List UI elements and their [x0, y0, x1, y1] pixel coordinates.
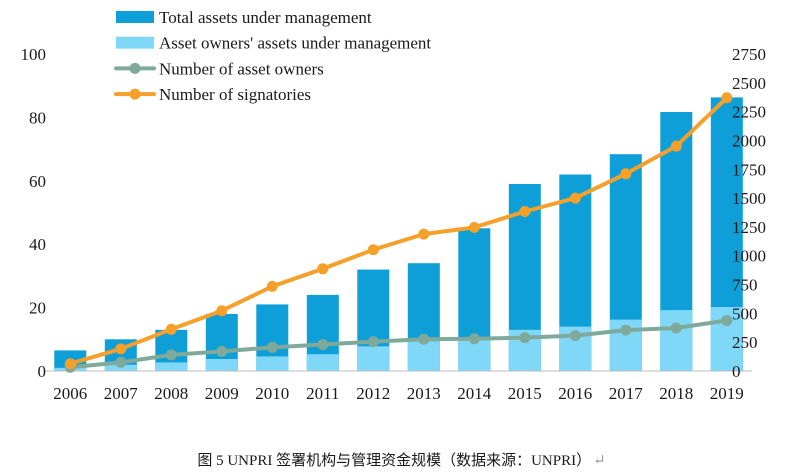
point-signatories-2015 [519, 206, 531, 217]
y-right-tick-label: 2500 [732, 74, 766, 93]
point-signatories-2009 [216, 305, 228, 317]
point-asset-owners-2016 [569, 330, 581, 342]
point-asset-owners-2008 [165, 349, 177, 361]
line-signatories [68, 95, 729, 366]
x-tick-label-2012: 2012 [356, 384, 390, 403]
x-tick-label-2014: 2014 [457, 384, 492, 403]
legend-swatch-asset-owners-assets-under-management [116, 36, 154, 49]
bar-owner-assets-2013 [407, 341, 440, 371]
point-asset-owners-2011 [317, 339, 329, 350]
legend-label-total-assets-under-management: Total assets under management [159, 8, 372, 27]
point-signatories-2019 [721, 92, 733, 104]
y-right-tick-label: 1000 [732, 247, 766, 266]
legend-label-asset-owners-assets-under-management: Asset owners' assets under management [159, 34, 431, 53]
y-left-tick-label: 0 [38, 362, 47, 381]
point-asset-owners-2010 [266, 341, 278, 353]
x-tick-label-2006: 2006 [53, 384, 87, 403]
point-asset-owners-2009 [216, 345, 228, 357]
point-signatories-2008 [165, 323, 177, 335]
x-tick-label-2008: 2008 [154, 384, 188, 403]
y-left-tick-label: 100 [21, 45, 47, 64]
point-signatories-2006 [64, 358, 76, 370]
y-right-tick-label: 2250 [732, 103, 766, 122]
x-tick-label-2009: 2009 [205, 384, 239, 403]
point-asset-owners-2007 [115, 356, 127, 368]
y-left-tick-label: 20 [29, 299, 46, 318]
y-right-tick-label: 2750 [732, 45, 766, 64]
point-signatories-2014 [468, 221, 480, 233]
line-asset-owners [68, 318, 729, 370]
y-right-tick-label: 750 [732, 276, 758, 295]
bar-owner-assets-2009 [205, 359, 238, 371]
bar-owner-assets-2011 [306, 354, 339, 371]
point-asset-owners-2013 [418, 333, 430, 345]
point-signatories-2017 [620, 168, 632, 180]
figure-caption: 图 5 UNPRI 签署机构与管理资金规模（数据来源：UNPRI） ↵ [0, 449, 803, 470]
x-tick-label-2016: 2016 [558, 384, 592, 403]
x-tick-label-2015: 2015 [508, 384, 542, 403]
x-tick-label-2011: 2011 [306, 384, 339, 403]
caption-text: 图 5 UNPRI 签署机构与管理资金规模（数据来源：UNPRI） [197, 453, 592, 469]
point-signatories-2012 [367, 244, 379, 256]
y-right-tick-label: 500 [732, 304, 758, 323]
legend-marker-number-of-asset-owners [129, 62, 141, 74]
point-signatories-2010 [266, 280, 278, 292]
point-signatories-2018 [670, 140, 682, 152]
legend-marker-number-of-signatories [129, 88, 141, 100]
y-right-tick-label: 2000 [732, 132, 766, 151]
x-tick-label-2018: 2018 [659, 384, 693, 403]
point-asset-owners-2017 [620, 324, 632, 336]
point-signatories-2013 [418, 228, 430, 240]
y-right-tick-label: 1250 [732, 218, 766, 237]
x-tick-label-2010: 2010 [255, 384, 289, 403]
y-right-tick-label: 0 [732, 362, 741, 381]
bar-owner-assets-2018 [660, 310, 693, 371]
x-tick-label-2007: 2007 [104, 384, 139, 403]
y-left-tick-label: 60 [29, 172, 46, 191]
y-right-tick-label: 1750 [732, 160, 766, 179]
point-signatories-2016 [569, 192, 581, 204]
legend-swatch-total-assets-under-management [116, 11, 154, 23]
y-right-tick-label: 250 [732, 333, 758, 352]
point-signatories-2007 [115, 343, 127, 355]
point-signatories-2011 [317, 263, 329, 275]
point-asset-owners-2014 [468, 333, 480, 345]
x-tick-label-2019: 2019 [710, 384, 744, 403]
bar-owner-assets-2010 [256, 356, 289, 371]
y-left-tick-label: 80 [29, 108, 46, 127]
return-mark: ↵ [593, 453, 606, 469]
point-asset-owners-2018 [670, 322, 682, 334]
bar-owner-assets-2012 [357, 346, 390, 371]
y-left-tick-label: 40 [29, 235, 46, 254]
point-asset-owners-2012 [367, 336, 379, 348]
point-asset-owners-2019 [721, 315, 733, 326]
legend-label-number-of-signatories: Number of signatories [159, 85, 311, 104]
point-asset-owners-2015 [519, 332, 531, 344]
y-right-tick-label: 1500 [732, 189, 766, 208]
x-tick-label-2013: 2013 [407, 384, 441, 403]
x-tick-label-2017: 2017 [609, 384, 644, 403]
bar-owner-assets-2008 [155, 362, 188, 371]
legend-label-number-of-asset-owners: Number of asset owners [159, 59, 324, 78]
